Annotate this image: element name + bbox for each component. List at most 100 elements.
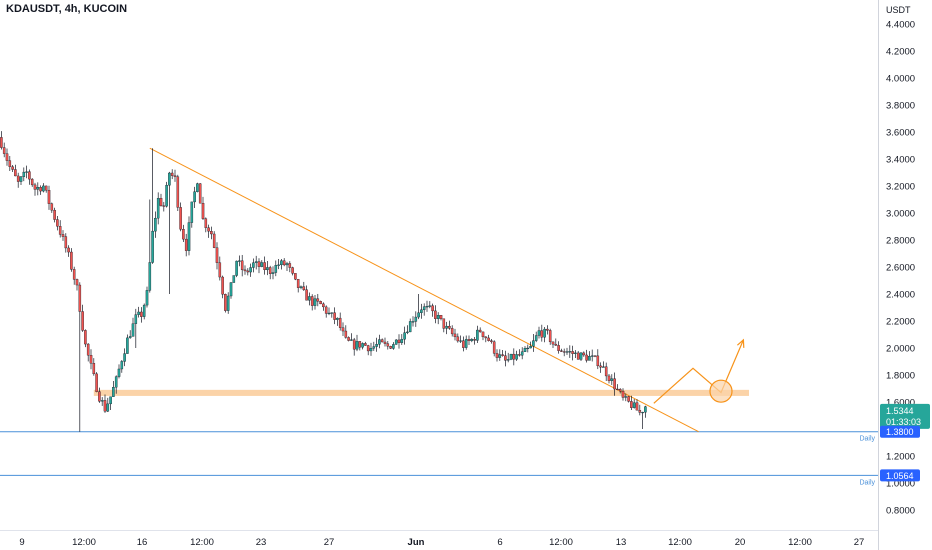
candle-body[interactable] <box>117 368 121 377</box>
candle-body[interactable] <box>53 209 56 220</box>
candle-body[interactable] <box>235 260 238 276</box>
candle-body[interactable] <box>148 262 152 291</box>
candle-body[interactable] <box>81 311 84 331</box>
candle-body[interactable] <box>616 388 619 391</box>
candle-body[interactable] <box>604 366 608 377</box>
candle-body[interactable] <box>378 339 381 345</box>
candle-body[interactable] <box>635 402 639 411</box>
candle-body[interactable] <box>266 267 269 271</box>
candle-body[interactable] <box>568 351 572 353</box>
candle-body[interactable] <box>277 264 280 266</box>
candle-body[interactable] <box>173 175 177 177</box>
candle-body[interactable] <box>243 269 247 272</box>
candle-body[interactable] <box>47 190 51 204</box>
candle-body[interactable] <box>641 411 644 414</box>
candle-body[interactable] <box>369 348 373 352</box>
candle-body[interactable] <box>282 260 286 266</box>
candle-body[interactable] <box>462 340 465 348</box>
candle-body[interactable] <box>386 343 390 347</box>
candle-body[interactable] <box>352 339 356 350</box>
candle-body[interactable] <box>358 341 362 348</box>
candle-body[interactable] <box>431 305 434 312</box>
candle-body[interactable] <box>389 346 392 349</box>
candle-body[interactable] <box>537 330 541 336</box>
candle-body[interactable] <box>322 303 325 308</box>
candle-body[interactable] <box>624 396 628 398</box>
candle-body[interactable] <box>179 207 182 230</box>
candle-body[interactable] <box>574 352 577 354</box>
candle-body[interactable] <box>254 261 258 263</box>
candle-body[interactable] <box>232 275 236 283</box>
candle-body[interactable] <box>142 304 146 317</box>
candle-body[interactable] <box>89 355 93 364</box>
candle-body[interactable] <box>229 282 233 297</box>
candle-body[interactable] <box>501 354 504 356</box>
candle-body[interactable] <box>540 330 544 338</box>
candle-body[interactable] <box>504 355 507 361</box>
candle-body[interactable] <box>319 301 322 305</box>
candle-body[interactable] <box>515 354 518 360</box>
candle-body[interactable] <box>246 270 250 273</box>
candle-body[interactable] <box>280 260 283 266</box>
candle-body[interactable] <box>632 402 636 408</box>
candle-body[interactable] <box>263 262 266 271</box>
candle-body[interactable] <box>184 238 188 251</box>
candle-body[interactable] <box>215 247 219 263</box>
candle-body[interactable] <box>327 312 331 315</box>
candle-body[interactable] <box>585 354 588 361</box>
candle-body[interactable] <box>151 230 154 263</box>
candle-body[interactable] <box>478 329 482 333</box>
candle-body[interactable] <box>19 176 23 182</box>
candle-body[interactable] <box>187 222 191 251</box>
candle-body[interactable] <box>294 273 297 280</box>
candle-body[interactable] <box>621 390 625 398</box>
candle-body[interactable] <box>607 375 611 381</box>
candle-body[interactable] <box>392 344 395 349</box>
candle-body[interactable] <box>464 339 468 348</box>
support-zone[interactable] <box>93 389 750 396</box>
candle-body[interactable] <box>560 350 563 352</box>
candle-body[interactable] <box>588 356 591 361</box>
candle-body[interactable] <box>408 321 412 333</box>
candle-body[interactable] <box>240 260 244 271</box>
candle-body[interactable] <box>58 226 62 235</box>
candle-body[interactable] <box>11 166 14 170</box>
candle-body[interactable] <box>394 339 398 345</box>
candle-body[interactable] <box>506 359 510 361</box>
candle-body[interactable] <box>336 317 339 320</box>
candle-body[interactable] <box>400 339 404 343</box>
candle-body[interactable] <box>28 171 31 180</box>
candle-body[interactable] <box>70 251 73 270</box>
candle-body[interactable] <box>271 272 275 274</box>
candle-body[interactable] <box>375 344 378 347</box>
candle-body[interactable] <box>613 378 616 390</box>
projection-path[interactable] <box>653 339 744 404</box>
candle-body[interactable] <box>134 314 138 324</box>
candle-body[interactable] <box>123 353 126 362</box>
candle-body[interactable] <box>487 337 490 341</box>
candle-body[interactable] <box>72 269 76 280</box>
candle-body[interactable] <box>344 330 348 338</box>
candle-body[interactable] <box>350 339 353 341</box>
candle-body[interactable] <box>268 267 272 274</box>
candle-body[interactable] <box>25 171 28 173</box>
candle-body[interactable] <box>495 353 499 358</box>
candle-body[interactable] <box>140 311 143 317</box>
candle-body[interactable] <box>411 321 415 323</box>
candle-body[interactable] <box>512 353 516 360</box>
candle-body[interactable] <box>450 328 454 335</box>
candle-body[interactable] <box>638 410 642 413</box>
candle-body[interactable] <box>557 345 560 351</box>
candle-body[interactable] <box>546 328 549 331</box>
candle-body[interactable] <box>627 396 630 402</box>
candle-body[interactable] <box>84 330 87 345</box>
candle-body[interactable] <box>56 219 59 227</box>
candle-body[interactable] <box>170 172 174 176</box>
candle-body[interactable] <box>534 335 538 341</box>
candle-body[interactable] <box>112 387 115 397</box>
candle-body[interactable] <box>484 336 488 339</box>
candle-body[interactable] <box>397 339 401 343</box>
candle-body[interactable] <box>106 403 110 412</box>
candle-body[interactable] <box>308 296 311 301</box>
candle-body[interactable] <box>364 343 367 346</box>
